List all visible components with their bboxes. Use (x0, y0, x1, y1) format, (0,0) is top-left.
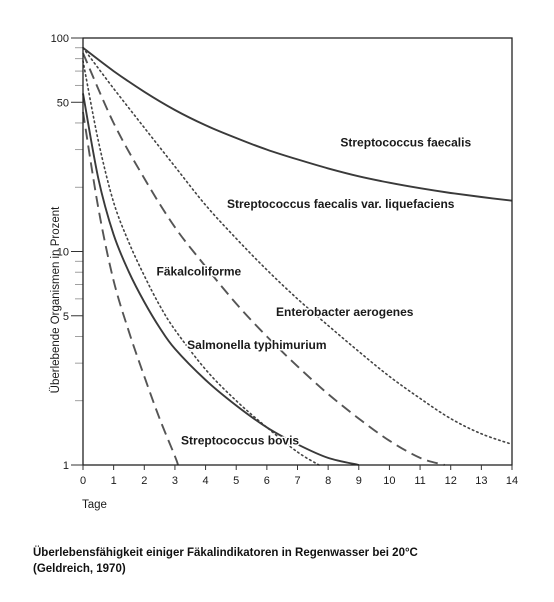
y-axis-title: Überlebende Organismen in Prozent (50, 206, 62, 393)
x-tick-label: 2 (141, 475, 147, 487)
x-tick-label: 8 (325, 475, 331, 487)
x-tick-label: 13 (475, 475, 487, 487)
x-tick-label: 3 (172, 475, 178, 487)
series-line-salmonella-typhimurium (82, 93, 360, 466)
curve-label-streptococcus-bovis: Streptococcus bovis (181, 433, 299, 447)
caption-line-1: Überlebensfähigkeit einiger Fäkalindikat… (33, 547, 418, 559)
x-tick-label: 12 (445, 475, 457, 487)
x-tick-label: 6 (264, 475, 270, 487)
series-line-f-kalcoliforme (82, 60, 320, 466)
x-tick-label: 0 (80, 475, 86, 487)
series-line-streptococcus-faecalis-var-liquefaciens (82, 47, 513, 446)
x-axis-title: Tage (82, 499, 107, 511)
curve-label-streptococcus-faecalis-var-liquefaciens: Streptococcus faecalis var. liquefaciens (227, 197, 455, 211)
y-tick-label: 1 (63, 460, 69, 472)
x-tick-label: 11 (414, 475, 425, 487)
plot-frame (82, 37, 513, 466)
curve-labels: Streptococcus faecalis Streptococcus faec… (155, 134, 473, 449)
x-tick-label: 1 (111, 475, 117, 487)
curve-label-enterobacter-aerogenes: Enterobacter aerogenes (276, 305, 414, 319)
series-line-streptococcus-faecalis (82, 47, 513, 202)
series-lines (82, 47, 513, 466)
y-axis-ticks: 1 5 10 50 100 (51, 33, 83, 472)
curve-label-f-kalcoliforme: Fäkalcoliforme (157, 265, 242, 279)
series-line-streptococcus-bovis (82, 111, 179, 466)
x-tick-label: 5 (233, 475, 239, 487)
y-tick-label: 10 (57, 247, 69, 259)
y-tick-label: 50 (57, 97, 69, 109)
y-tick-label: 100 (51, 33, 69, 45)
x-tick-label: 9 (356, 475, 362, 487)
y-minor-ticks (75, 47, 84, 402)
x-tick-label: 14 (506, 475, 518, 487)
series-line-enterobacter-aerogenes (82, 52, 445, 466)
y-tick-label: 5 (63, 311, 69, 323)
x-axis-ticks: 0 1 2 3 4 5 6 7 8 9 10 11 12 13 14 (80, 465, 518, 487)
x-tick-label: 7 (294, 475, 300, 487)
x-tick-label: 10 (383, 475, 395, 487)
figure-caption: Überlebensfähigkeit einiger Fäkalindikat… (33, 545, 533, 577)
caption-line-2: (Geldreich, 1970) (33, 563, 126, 575)
curve-label-streptococcus-faecalis: Streptococcus faecalis (340, 136, 471, 150)
x-tick-label: 4 (203, 475, 209, 487)
curve-label-salmonella-typhimurium: Salmonella typhimurium (187, 338, 326, 352)
